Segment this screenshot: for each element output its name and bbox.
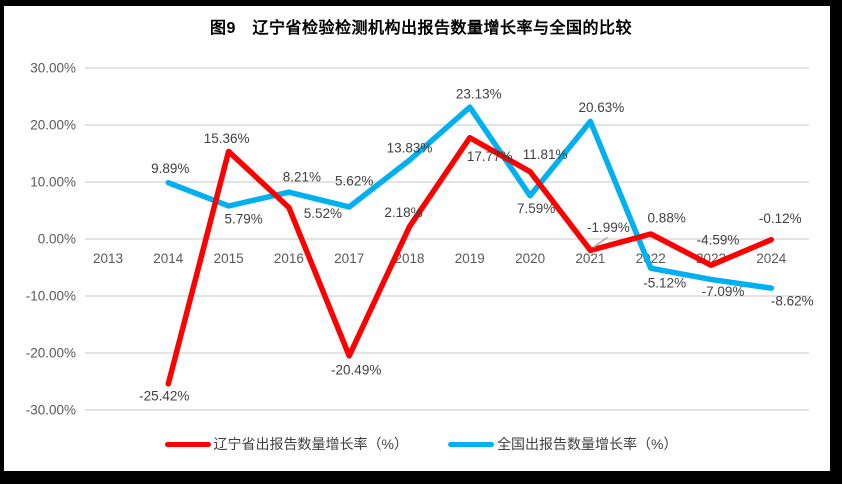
data-label: -20.49% <box>331 362 381 377</box>
x-tick-label: 2021 <box>575 251 605 266</box>
liaoning-series-line <box>165 134 775 387</box>
data-label: 0.88% <box>648 210 686 225</box>
chart-legend: 辽宁省出报告数量增长率（%） 全国出报告数量增长率（%） <box>0 434 842 454</box>
data-label: 2.18% <box>384 205 422 220</box>
data-label: 20.63% <box>579 100 625 115</box>
data-label: 5.79% <box>224 211 262 226</box>
data-label: -1.99% <box>587 220 630 235</box>
data-label: 13.83% <box>387 141 433 156</box>
data-label: 15.36% <box>204 131 250 146</box>
national-series-line <box>165 104 775 291</box>
legend-label: 辽宁省出报告数量增长率（%） <box>213 436 408 452</box>
frame-border-left <box>0 0 4 484</box>
data-label: 7.59% <box>517 201 555 216</box>
data-label: -7.09% <box>702 284 745 299</box>
x-tick-label: 2016 <box>274 251 304 266</box>
legend-line-swatch <box>164 441 211 447</box>
data-label: 8.21% <box>283 170 321 185</box>
y-tick-label: 10.00% <box>30 175 76 190</box>
y-tick-label: -20.00% <box>26 346 76 361</box>
x-tick-label: 2024 <box>756 251 787 266</box>
y-tick-label: -10.00% <box>26 289 76 304</box>
x-tick-label: 2018 <box>394 251 424 266</box>
data-label: 5.62% <box>335 173 373 188</box>
y-tick-label: 0.00% <box>38 232 76 247</box>
legend-line-swatch <box>448 441 494 447</box>
legend-label: 全国出报告数量增长率（%） <box>497 436 678 452</box>
data-label: -4.59% <box>697 233 740 248</box>
legend-item-national: 全国出报告数量增长率（%） <box>448 434 677 454</box>
data-label: -0.12% <box>759 211 802 226</box>
data-label: -8.62% <box>771 294 814 309</box>
frame-border-top <box>0 0 842 6</box>
x-tick-label: 2020 <box>515 251 545 266</box>
y-tick-label: 30.00% <box>30 61 76 76</box>
data-label: -25.42% <box>139 388 189 403</box>
frame-border-bottom <box>0 471 842 484</box>
frame-border-right <box>830 0 842 484</box>
x-tick-label: 2015 <box>214 251 244 266</box>
x-tick-label: 2014 <box>153 251 184 266</box>
chart-title: 图9 辽宁省检验检测机构出报告数量增长率与全国的比较 <box>210 20 632 37</box>
y-tick-label: 20.00% <box>30 118 76 133</box>
x-tick-label: 2013 <box>93 251 123 266</box>
data-label: 11.81% <box>523 147 568 162</box>
data-label: 5.52% <box>304 206 342 221</box>
y-tick-label: -30.00% <box>26 403 76 418</box>
data-label: 9.89% <box>151 161 189 176</box>
data-label: 23.13% <box>456 87 502 102</box>
data-label: -5.12% <box>643 276 686 291</box>
x-tick-label: 2019 <box>455 251 485 266</box>
data-label: 17.77% <box>467 149 513 164</box>
label-leader-line <box>592 236 608 248</box>
legend-item-liaoning: 辽宁省出报告数量增长率（%） <box>164 434 408 454</box>
x-tick-label: 2017 <box>334 251 364 266</box>
